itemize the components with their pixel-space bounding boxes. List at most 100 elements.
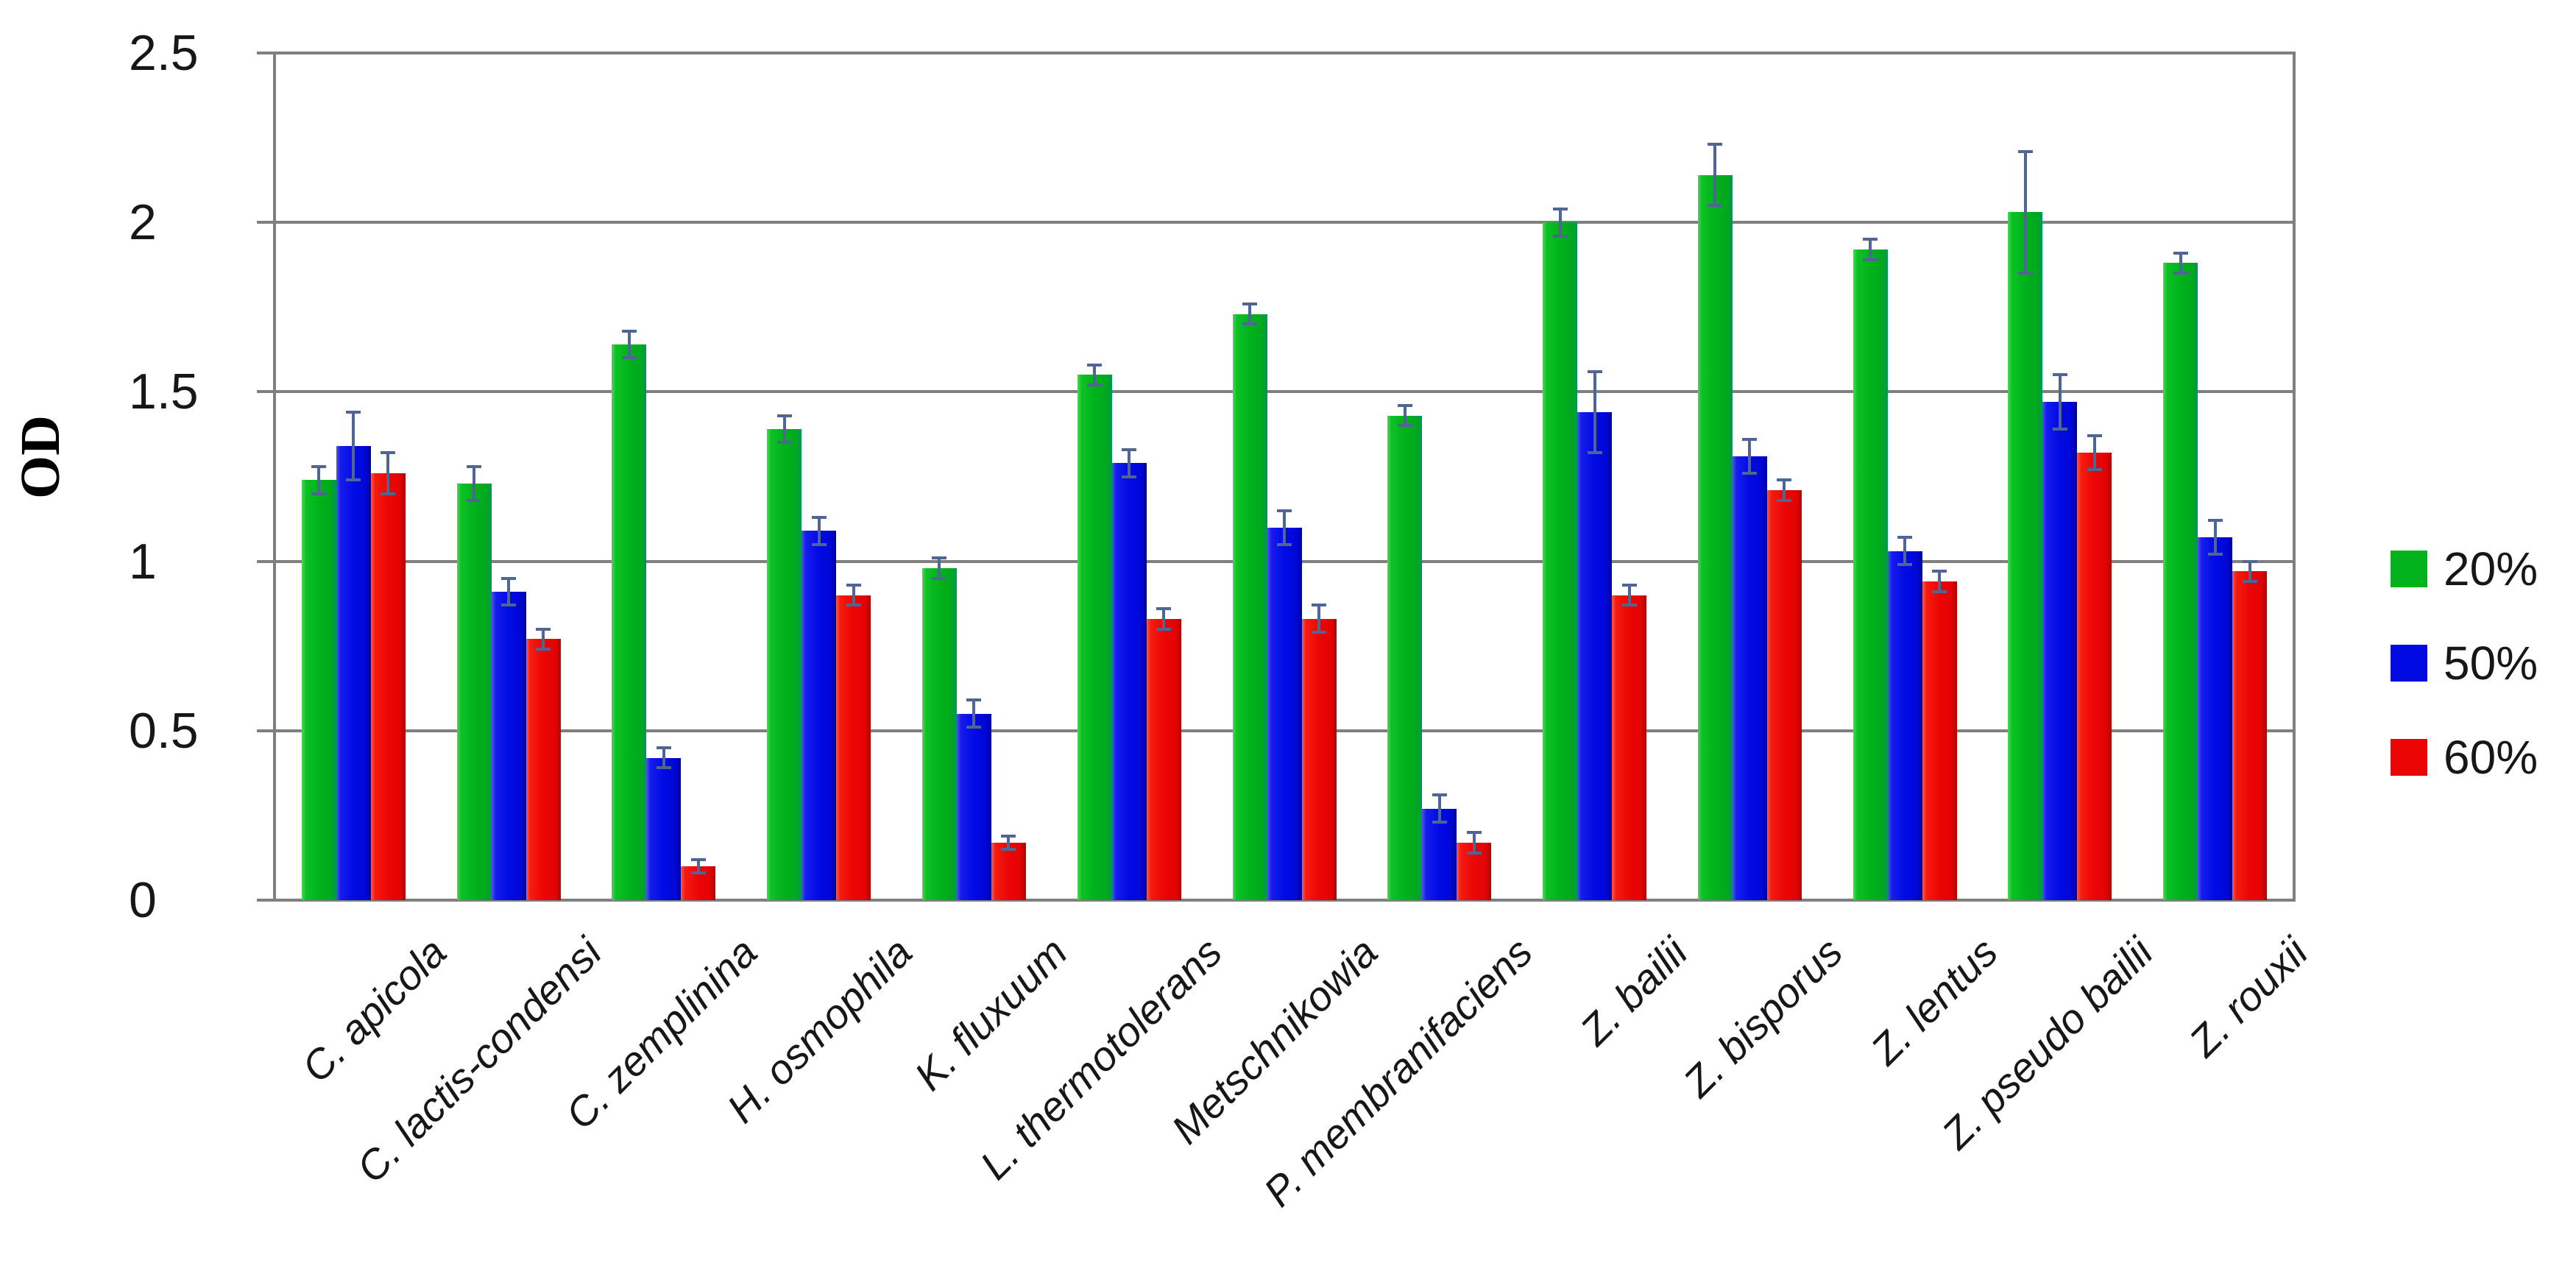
error-bar-cap-top-l-thermotolerans-50 <box>1122 447 1137 451</box>
error-bar-cap-bottom-c-zemplinina-20 <box>621 356 637 360</box>
y-tick-label-1.5: 1.5 <box>129 364 199 420</box>
bar-c-lactis-condensi-60 <box>526 639 561 900</box>
y-tick-mark-2 <box>257 221 273 224</box>
error-bar-cap-top-c-lactis-condensi-60 <box>536 627 551 631</box>
bar-p-membranifaciens-50 <box>1422 808 1457 900</box>
bar-z-lentus-50 <box>1887 551 1922 900</box>
error-bar-cap-top-l-thermotolerans-60 <box>1156 607 1172 611</box>
y-tick-mark-2.5 <box>257 52 273 54</box>
error-bar-cap-bottom-p-membranifaciens-50 <box>1432 821 1447 824</box>
error-bar-c-lactis-condensi-50 <box>507 578 511 606</box>
gridline-y-2.5 <box>273 52 2296 54</box>
error-bar-l-thermotolerans-60 <box>1162 609 1166 629</box>
error-bar-cap-bottom-metschnikowia-60 <box>1312 631 1326 634</box>
error-bar-cap-bottom-c-zemplinina-50 <box>656 766 671 770</box>
bar-c-lactis-condensi-50 <box>491 592 526 900</box>
bar-z-bisporus-50 <box>1732 456 1767 900</box>
error-bar-cap-bottom-h-osmophila-20 <box>776 441 792 445</box>
error-bar-c-apicola-50 <box>352 412 355 481</box>
error-bar-cap-top-k-fluxuum-20 <box>932 556 947 559</box>
bar-z-pseudo-bailii-60 <box>2077 453 2112 900</box>
error-bar-cap-top-z-rouxii-50 <box>2207 519 2223 523</box>
x-tick-label-z-lentus: Z. lentus <box>1861 928 2007 1074</box>
error-bar-cap-bottom-z-pseudo-bailii-50 <box>2052 428 2067 431</box>
error-bar-cap-top-c-apicola-60 <box>381 451 396 455</box>
error-bar-cap-bottom-k-fluxuum-60 <box>1001 847 1016 851</box>
error-bar-z-lentus-50 <box>1903 537 1907 565</box>
bar-k-fluxuum-50 <box>956 713 991 900</box>
error-bar-cap-top-c-lactis-condensi-50 <box>501 576 517 580</box>
error-bar-h-osmophila-60 <box>852 584 855 606</box>
error-bar-cap-top-p-membranifaciens-20 <box>1397 403 1412 407</box>
error-bar-cap-top-z-bisporus-20 <box>1708 143 1723 146</box>
error-bar-cap-top-c-apicola-20 <box>311 464 327 468</box>
bar-c-zemplinina-20 <box>612 344 647 900</box>
error-bar-cap-bottom-z-lentus-60 <box>1932 590 1947 594</box>
error-bar-cap-top-z-pseudo-bailii-60 <box>2087 434 2102 438</box>
error-bar-cap-top-metschnikowia-50 <box>1277 509 1292 512</box>
error-bar-p-membranifaciens-50 <box>1437 795 1441 823</box>
bar-metschnikowia-20 <box>1232 314 1267 900</box>
legend-swatch-20 <box>2391 551 2427 587</box>
legend-label-50: 50% <box>2444 637 2538 690</box>
error-bar-cap-bottom-z-bailii-60 <box>1621 604 1637 607</box>
error-bar-cap-top-z-lentus-60 <box>1932 570 1947 573</box>
error-bar-cap-top-c-zemplinina-20 <box>621 329 637 333</box>
error-bar-z-bailii-50 <box>1593 371 1596 453</box>
y-tick-mark-1 <box>257 559 273 563</box>
error-bar-cap-bottom-z-bailii-20 <box>1552 234 1568 238</box>
error-bar-cap-bottom-z-pseudo-bailii-60 <box>2087 468 2102 472</box>
error-bar-cap-bottom-c-lactis-condensi-60 <box>536 648 551 651</box>
error-bar-z-bisporus-20 <box>1713 144 1717 206</box>
error-bar-z-bailii-20 <box>1558 208 1562 236</box>
error-bar-z-bisporus-50 <box>1748 439 1752 473</box>
bar-c-apicola-60 <box>370 473 406 900</box>
error-bar-p-membranifaciens-20 <box>1403 405 1406 426</box>
error-bar-cap-top-z-bisporus-60 <box>1777 478 1792 482</box>
bar-c-apicola-50 <box>336 446 371 900</box>
x-tick-label-z-rouxii: Z. rouxii <box>2180 928 2317 1066</box>
error-bar-cap-bottom-p-membranifaciens-20 <box>1397 424 1412 428</box>
bar-z-pseudo-bailii-20 <box>2008 212 2043 900</box>
error-bar-z-pseudo-bailii-60 <box>2092 436 2096 470</box>
bar-z-bailii-60 <box>1612 595 1647 900</box>
error-bar-cap-top-z-pseudo-bailii-50 <box>2052 373 2067 377</box>
gridline-y-1.5 <box>273 390 2296 394</box>
legend-label-60: 60% <box>2444 731 2538 784</box>
error-bar-cap-top-z-rouxii-60 <box>2242 559 2257 563</box>
error-bar-h-osmophila-50 <box>817 517 821 545</box>
error-bar-cap-top-c-lactis-condensi-20 <box>467 464 482 468</box>
error-bar-cap-bottom-l-thermotolerans-60 <box>1156 627 1172 631</box>
error-bar-z-rouxii-20 <box>2179 252 2182 274</box>
y-tick-label-2: 2 <box>129 194 157 251</box>
y-tick-label-0: 0 <box>129 872 157 928</box>
error-bar-cap-top-z-bailii-60 <box>1621 583 1637 587</box>
error-bar-cap-bottom-z-rouxii-50 <box>2207 553 2223 556</box>
error-bar-cap-bottom-l-thermotolerans-50 <box>1122 475 1137 478</box>
x-tick-label-p-membranifaciens: P. membranifaciens <box>1254 928 1541 1216</box>
error-bar-cap-bottom-z-bisporus-20 <box>1708 204 1723 208</box>
y-tick-label-2.5: 2.5 <box>129 25 199 81</box>
error-bar-cap-top-z-lentus-50 <box>1897 536 1913 539</box>
bar-z-rouxii-20 <box>2163 263 2198 900</box>
error-bar-h-osmophila-20 <box>782 415 786 443</box>
bar-p-membranifaciens-20 <box>1387 415 1423 900</box>
bar-l-thermotolerans-50 <box>1111 463 1147 900</box>
bar-z-lentus-60 <box>1922 581 1957 900</box>
error-bar-c-zemplinina-60 <box>696 859 700 874</box>
bar-z-rouxii-50 <box>2198 537 2233 900</box>
error-bar-cap-bottom-metschnikowia-50 <box>1277 542 1292 546</box>
gridline-y-2 <box>273 221 2296 224</box>
error-bar-cap-bottom-k-fluxuum-20 <box>932 576 947 580</box>
error-bar-cap-bottom-z-bisporus-60 <box>1777 498 1792 502</box>
error-bar-cap-top-k-fluxuum-60 <box>1001 834 1016 838</box>
error-bar-cap-bottom-c-apicola-50 <box>346 478 361 482</box>
y-tick-mark-0 <box>257 899 273 902</box>
error-bar-cap-top-z-bailii-50 <box>1587 369 1602 373</box>
error-bar-cap-bottom-c-lactis-condensi-50 <box>501 604 517 607</box>
bar-c-zemplinina-50 <box>646 757 682 900</box>
error-bar-cap-bottom-metschnikowia-20 <box>1242 322 1257 326</box>
error-bar-c-zemplinina-20 <box>627 330 631 358</box>
error-bar-cap-bottom-c-apicola-60 <box>381 492 396 495</box>
